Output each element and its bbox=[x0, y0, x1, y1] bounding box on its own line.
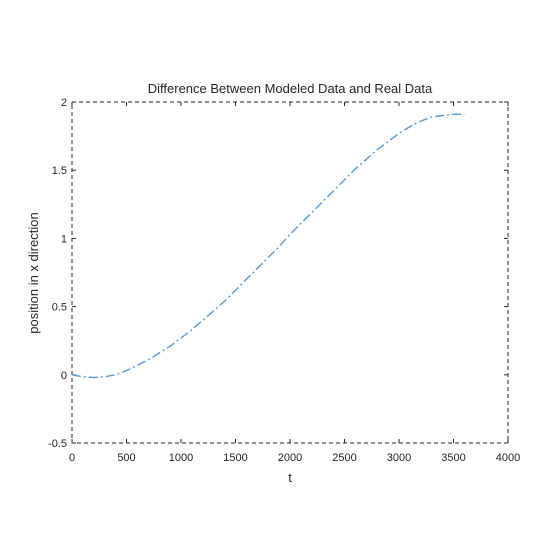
y-tick-label: 0.5 bbox=[52, 302, 67, 314]
chart-title: Difference Between Modeled Data and Real… bbox=[148, 81, 433, 96]
plot-area-box bbox=[71, 101, 509, 444]
x-tick-label: 1500 bbox=[223, 452, 247, 464]
y-axis: -0.5 0 0.5 1 1.5 2 bbox=[48, 97, 508, 450]
x-tick-label: 3500 bbox=[441, 452, 465, 464]
x-tick-label: 0 bbox=[69, 452, 75, 464]
x-axis: 0 500 1000 1500 2000 2500 3000 3500 4000 bbox=[69, 102, 520, 464]
x-tick-label: 2500 bbox=[332, 452, 356, 464]
y-tick-label: -0.5 bbox=[48, 438, 67, 450]
y-tick-label: 0 bbox=[61, 370, 67, 382]
series-line bbox=[71, 113, 465, 379]
y-axis-label: position in x direction bbox=[26, 212, 41, 333]
x-axis-label: t bbox=[288, 470, 292, 485]
x-tick-label: 500 bbox=[117, 452, 135, 464]
y-tick-label: 1 bbox=[61, 233, 67, 245]
x-tick-label: 1000 bbox=[169, 452, 193, 464]
x-tick-label: 2000 bbox=[278, 452, 302, 464]
x-tick-label: 3000 bbox=[387, 452, 411, 464]
y-tick-label: 2 bbox=[61, 97, 67, 109]
x-tick-label: 4000 bbox=[496, 452, 520, 464]
y-tick-label: 1.5 bbox=[52, 165, 67, 177]
